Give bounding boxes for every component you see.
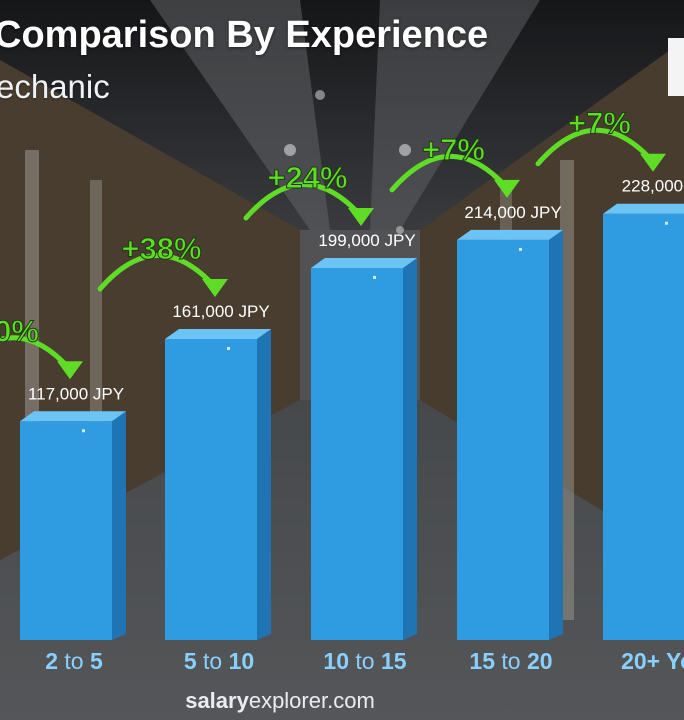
percent-change-label: +38%: [121, 231, 201, 266]
growth-arrow: [243, 182, 364, 221]
growth-arrow-head: [348, 207, 374, 226]
bar-top: [20, 411, 126, 422]
brand-rest: explorer.com: [248, 688, 375, 713]
bar-side: [549, 229, 563, 641]
growth-arrow: [389, 154, 510, 193]
bar: [603, 213, 684, 640]
bar-side: [112, 411, 126, 640]
brand-bold: salary: [185, 688, 249, 713]
value-label: 161,000 JPY: [172, 302, 269, 321]
brand-footer: salaryexplorer.com: [0, 688, 560, 714]
value-label: 214,000 JPY: [464, 203, 561, 222]
bar-group: [20, 411, 126, 640]
bar: [311, 267, 403, 640]
category-label: 10 to 15: [323, 648, 406, 674]
percent-change-label: 0%: [0, 313, 39, 348]
bar-glint: [665, 221, 668, 225]
category-label: 15 to 20: [469, 648, 552, 674]
growth-arrow-head: [57, 361, 83, 380]
bar-top: [457, 229, 563, 240]
bar-top: [165, 329, 271, 339]
bar-side: [403, 257, 417, 640]
growth-arrow: [97, 253, 218, 292]
value-label: 117,000 JPY: [28, 384, 124, 403]
bar-glint: [227, 347, 230, 350]
growth-arrow-head: [494, 179, 520, 198]
bar-group: [457, 229, 563, 641]
percent-change-label: +7%: [422, 132, 485, 167]
bar-glint: [82, 429, 85, 433]
bar: [165, 339, 257, 640]
value-label: 199,000 JPY: [318, 231, 415, 250]
bar-group: [603, 203, 684, 640]
value-label: 228,000 J: [622, 177, 684, 196]
percent-change-label: +7%: [568, 106, 631, 141]
bar-glint: [519, 247, 522, 251]
corner-panel: [668, 38, 684, 96]
bar: [20, 421, 112, 640]
growth-arrow: [535, 127, 656, 167]
chart-subtitle: echanic: [0, 68, 110, 105]
bar-group: [311, 257, 417, 640]
growth-arrow-head: [202, 279, 228, 297]
bar-top: [311, 257, 417, 268]
category-label: 20+ Ye: [621, 648, 684, 674]
bar-glint: [373, 275, 376, 279]
growth-arrow: [0, 335, 73, 372]
category-label: 5 to 10: [184, 648, 254, 674]
bar-group: [165, 329, 271, 640]
percent-change-label: +24%: [267, 160, 347, 195]
bar: [457, 239, 549, 641]
category-label: 2 to 5: [45, 648, 103, 674]
growth-arrow-head: [640, 153, 666, 172]
bar-side: [257, 329, 271, 640]
bar-top: [603, 203, 684, 214]
chart-title: Comparison By Experience: [0, 14, 489, 56]
